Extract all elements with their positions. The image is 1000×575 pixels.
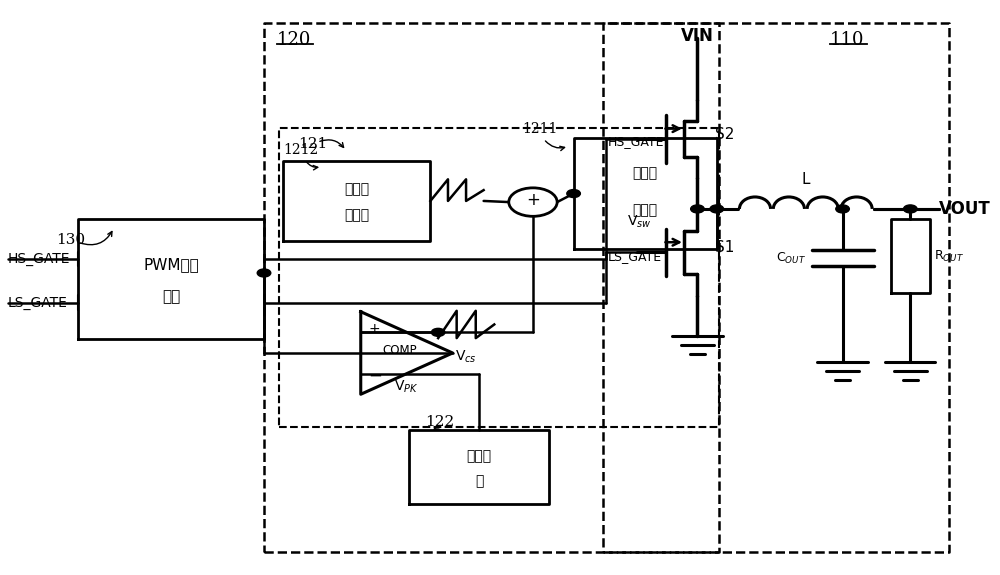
- Text: S1: S1: [715, 240, 734, 255]
- Text: +: +: [368, 322, 380, 336]
- Text: 偿单元: 偿单元: [344, 208, 369, 223]
- Text: LS_GATE: LS_GATE: [8, 296, 67, 310]
- FancyArrowPatch shape: [434, 426, 441, 430]
- Text: 模块: 模块: [162, 289, 180, 304]
- Text: V$_{cs}$: V$_{cs}$: [455, 348, 477, 365]
- Text: 斜坡补: 斜坡补: [344, 182, 369, 196]
- Circle shape: [904, 205, 917, 213]
- Text: 电流采: 电流采: [633, 167, 658, 181]
- Text: PWM驱动: PWM驱动: [143, 257, 199, 272]
- Text: VIN: VIN: [681, 26, 714, 45]
- Circle shape: [836, 205, 849, 213]
- Circle shape: [431, 328, 445, 336]
- Text: −: −: [368, 366, 382, 384]
- Circle shape: [567, 190, 580, 198]
- Circle shape: [710, 205, 724, 213]
- Circle shape: [691, 205, 704, 213]
- FancyArrowPatch shape: [320, 140, 344, 147]
- FancyArrowPatch shape: [545, 141, 565, 151]
- FancyArrowPatch shape: [306, 162, 318, 170]
- Text: S2: S2: [715, 127, 734, 142]
- Text: 样单元: 样单元: [633, 203, 658, 217]
- FancyArrowPatch shape: [80, 232, 112, 245]
- Text: C$_{OUT}$: C$_{OUT}$: [776, 251, 806, 266]
- Text: 122: 122: [426, 415, 455, 429]
- Text: V$_{sw}$: V$_{sw}$: [627, 213, 652, 230]
- Text: LS_GATE: LS_GATE: [607, 250, 662, 263]
- Text: HS_GATE: HS_GATE: [8, 252, 70, 266]
- Text: +: +: [526, 191, 540, 209]
- Text: COMP: COMP: [382, 344, 417, 357]
- Text: VOUT: VOUT: [939, 200, 991, 218]
- Text: 1211: 1211: [522, 122, 558, 136]
- Text: V$_{PK}$: V$_{PK}$: [394, 378, 419, 394]
- Text: 120: 120: [277, 31, 311, 49]
- Text: 130: 130: [56, 233, 85, 247]
- Text: 块: 块: [475, 475, 483, 489]
- Text: 110: 110: [830, 31, 864, 49]
- Text: 参考模: 参考模: [467, 448, 492, 463]
- Text: 1212: 1212: [283, 143, 319, 156]
- Circle shape: [257, 269, 271, 277]
- Text: HS_GATE: HS_GATE: [607, 135, 664, 148]
- Text: 121: 121: [298, 137, 327, 151]
- Text: L: L: [802, 172, 810, 187]
- Text: R$_{OUT}$: R$_{OUT}$: [934, 248, 964, 264]
